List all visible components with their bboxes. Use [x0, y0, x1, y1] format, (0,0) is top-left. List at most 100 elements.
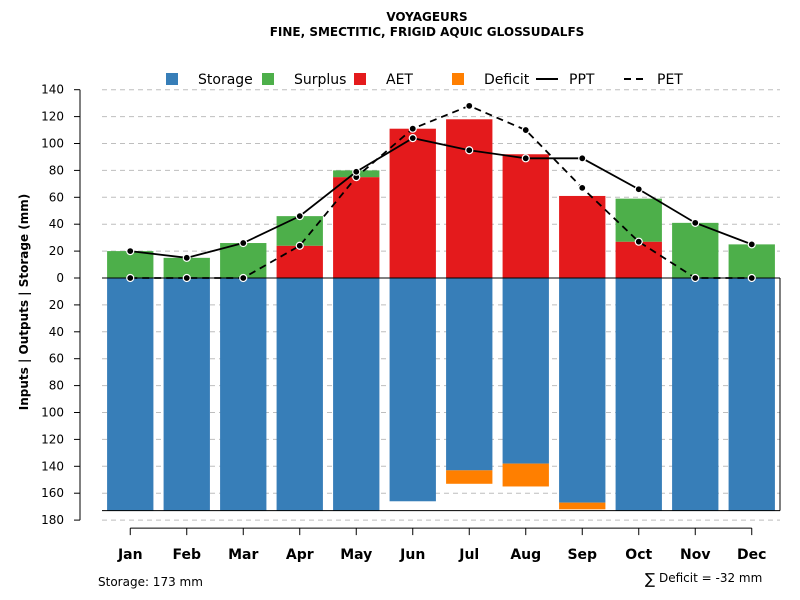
surplus-bar	[220, 243, 267, 278]
y-tick-label: 120	[41, 110, 64, 124]
x-tick-label: Apr	[286, 547, 314, 563]
pet-point	[521, 125, 530, 135]
x-tick-label: Aug	[510, 547, 541, 563]
legend-label: Deficit	[484, 72, 530, 88]
aet-bar	[446, 119, 493, 278]
bars	[102, 119, 781, 512]
legend-swatch	[354, 73, 366, 85]
y-tick-label: 60	[49, 190, 64, 204]
ppt-point	[578, 154, 587, 163]
y-axis-label: Inputs | Outputs | Storage (mm)	[17, 194, 31, 411]
y-tick-label: 100	[41, 406, 64, 420]
legend-swatch	[166, 73, 178, 85]
legend-label: PPT	[569, 72, 595, 88]
storage-note: Storage: 173 mm	[98, 575, 203, 589]
ppt-point	[352, 167, 361, 176]
storage-bar	[615, 278, 662, 511]
legend-swatch	[262, 73, 274, 85]
y-tick-label: 180	[41, 513, 64, 527]
series-lines	[126, 101, 756, 283]
deficit-bar	[559, 502, 606, 510]
x-tick-label: Mar	[228, 547, 258, 563]
storage-bar	[559, 278, 606, 503]
ppt-line	[130, 137, 753, 259]
ppt-point	[239, 238, 248, 248]
legend-label: Storage	[198, 72, 253, 88]
pet-point	[295, 241, 304, 250]
x-tick-label: Jan	[117, 547, 143, 563]
surplus-bar	[672, 222, 719, 278]
y-tick-label: 0	[56, 271, 64, 285]
y-tick-label: 140	[41, 83, 64, 97]
ppt-point	[182, 253, 191, 262]
ppt-point	[465, 146, 474, 155]
surplus-bar	[107, 251, 154, 278]
legend-label: AET	[386, 72, 413, 88]
x-tick-label: Sep	[567, 547, 597, 563]
sum-symbol: ∑	[645, 570, 655, 588]
y-tick-label: 60	[49, 352, 64, 366]
legend-label: PET	[657, 72, 683, 88]
storage-bar	[220, 278, 267, 511]
storage-bar	[389, 278, 436, 502]
aet-bar	[559, 195, 606, 278]
x-tick-label: Feb	[172, 547, 201, 563]
deficit-bar	[446, 470, 493, 484]
chart-subtitle: FINE, SMECTITIC, FRIGID AQUIC GLOSSUDALF…	[270, 25, 585, 39]
y-tick-label: 40	[49, 217, 64, 231]
legend-label: Surplus	[294, 72, 346, 88]
y-tick-label: 20	[49, 244, 64, 258]
aet-bar	[615, 241, 662, 278]
pet-point	[182, 273, 191, 283]
ppt-point	[295, 212, 304, 221]
storage-bar	[276, 278, 323, 511]
x-tick-label: Jul	[458, 547, 479, 563]
chart-legend: Storage Surplus AET Deficit PPT PET	[166, 72, 683, 88]
x-tick-label: Nov	[680, 547, 710, 563]
aet-bar	[333, 177, 380, 278]
storage-bar	[163, 278, 210, 511]
aet-bar	[389, 128, 436, 278]
pet-point	[239, 273, 248, 283]
y-tick-label: 120	[41, 432, 64, 446]
ppt-point	[521, 154, 530, 163]
y-tick-label: 160	[41, 486, 64, 500]
surplus-bar	[615, 198, 662, 242]
y-tick-label: 20	[49, 298, 64, 312]
x-tick-label: Jun	[399, 547, 425, 563]
storage-bar	[728, 278, 775, 511]
y-tick-label: 140	[41, 459, 64, 473]
pet-point	[691, 273, 700, 283]
storage-bar	[333, 278, 380, 511]
ppt-point	[408, 134, 417, 143]
pet-point	[634, 237, 643, 246]
x-tick-label: Oct	[625, 547, 652, 563]
y-tick-label: 80	[49, 379, 64, 393]
legend-swatch	[452, 73, 464, 85]
y-tick-label: 40	[49, 325, 64, 339]
x-tick-label: Dec	[737, 547, 766, 563]
ppt-point	[634, 185, 643, 194]
x-tick-label: May	[340, 547, 372, 563]
storage-bar	[446, 278, 493, 471]
surplus-bar	[276, 216, 323, 246]
storage-bar	[107, 278, 154, 511]
ppt-point	[747, 240, 756, 249]
axes: 140 120 100 80 60 40 20 0 20 40 60 80 100 120 140 160 18…	[41, 83, 766, 563]
deficit-note: Deficit = -32 mm	[659, 571, 762, 585]
y-tick-label: 100	[41, 137, 64, 151]
storage-bar	[502, 278, 549, 464]
chart-title: VOYAGEURS	[386, 10, 467, 24]
deficit-bar	[502, 463, 549, 487]
surplus-bar	[163, 257, 210, 278]
y-tick-label: 80	[49, 163, 64, 177]
aet-bar	[276, 245, 323, 278]
ppt-point	[126, 247, 135, 256]
surplus-bar	[728, 244, 775, 278]
pet-point	[578, 183, 587, 192]
aet-bar	[502, 154, 549, 278]
storage-bar	[672, 278, 719, 511]
pet-point	[747, 273, 756, 283]
pet-point	[408, 124, 417, 133]
